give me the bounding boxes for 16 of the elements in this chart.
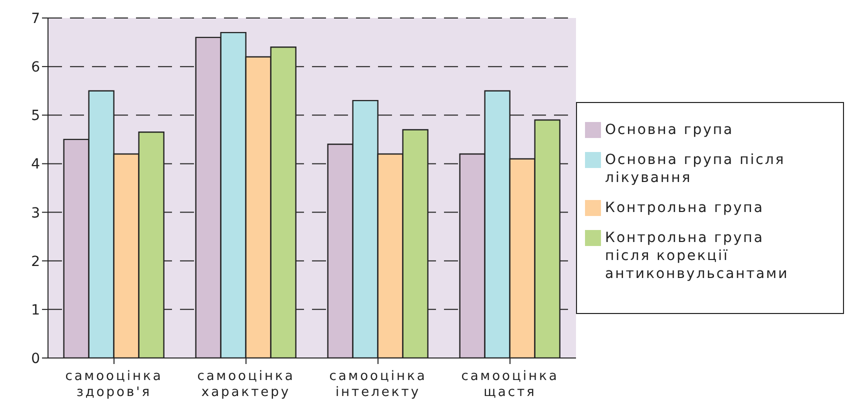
y-tick-label: 5 (31, 108, 40, 124)
x-tick-label: самооцінка щастя (461, 369, 559, 400)
legend-label: Основна група після лікування (605, 151, 786, 187)
legend-label: Контрольна група (605, 199, 765, 217)
y-tick-label: 7 (31, 10, 40, 27)
y-tick-label: 1 (31, 302, 40, 318)
legend-label: Контрольна група після корекції антиконвульсантами (605, 229, 790, 283)
y-tick-label: 3 (31, 205, 40, 222)
y-tick-label: 4 (31, 156, 40, 173)
x-tick-label: самооцінка характеру (197, 369, 295, 400)
y-tick-label: 6 (31, 60, 40, 76)
x-tick-label: самооцінка інтелекту (329, 369, 427, 400)
y-tick-label: 0 (31, 350, 40, 367)
y-tick-label: 2 (31, 254, 40, 270)
x-tick-label: самооцінка здоров'я (65, 369, 163, 400)
legend-label: Основна група (605, 121, 735, 139)
